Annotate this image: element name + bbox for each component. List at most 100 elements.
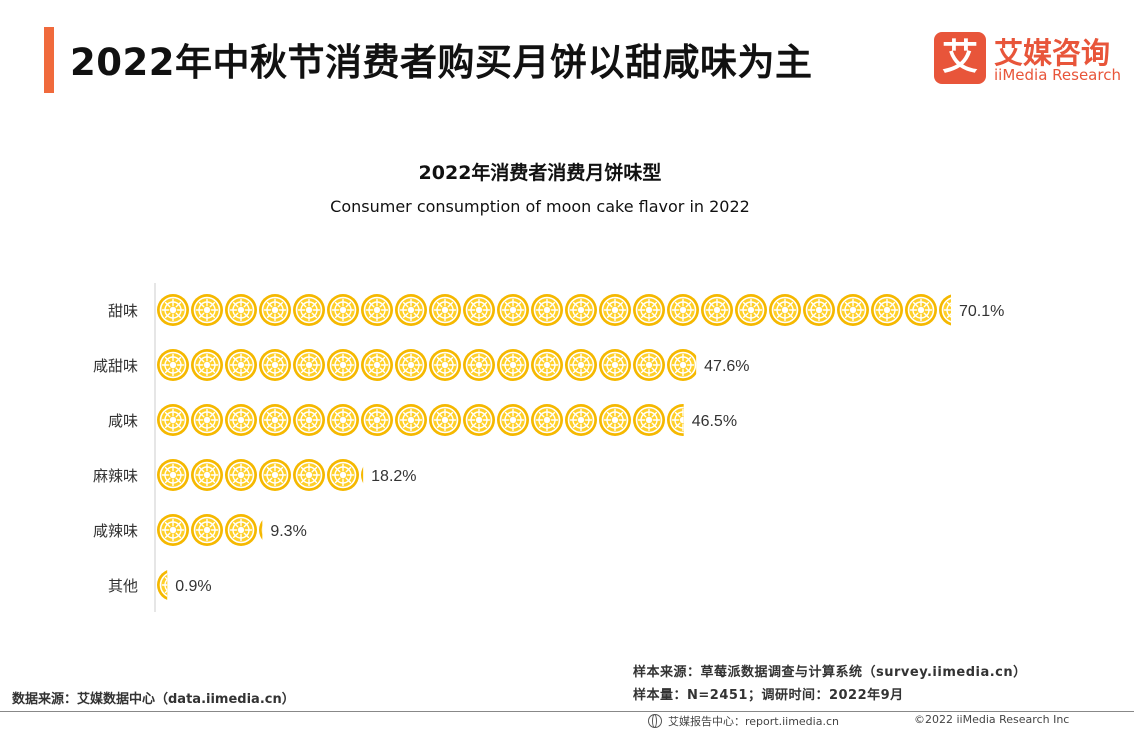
bar-row: 咸辣味 9.3% [93, 513, 307, 547]
bar-row: 麻辣味 18.2% [93, 458, 417, 492]
mooncake-icon [598, 348, 632, 382]
mooncake-icon [428, 293, 462, 327]
mooncake-icon [360, 348, 394, 382]
mooncake-icon [530, 403, 564, 437]
logo-cn-text: 艾媒咨询 [994, 36, 1111, 70]
mooncake-icon [258, 293, 292, 327]
value-label: 9.3% [270, 523, 306, 540]
mooncake-icon [224, 403, 258, 437]
title-accent-bar [44, 27, 54, 93]
value-label: 0.9% [175, 578, 211, 595]
page-title: 2022年中秋节消费者购买月饼以甜咸味为主 [70, 41, 813, 84]
category-label: 咸甜味 [93, 357, 138, 375]
value-label: 70.1% [959, 303, 1004, 320]
mooncake-icon [632, 293, 666, 327]
mooncake-icon [564, 293, 598, 327]
category-label: 咸味 [108, 412, 138, 430]
mooncake-icon [462, 403, 496, 437]
mooncake-icon [292, 403, 326, 437]
mooncake-icon [326, 293, 360, 327]
mooncake-icon [394, 348, 428, 382]
mooncake-icon [530, 348, 564, 382]
value-label: 18.2% [371, 468, 416, 485]
mooncake-icon [292, 458, 326, 492]
bar [157, 293, 951, 327]
logo-en-text: iiMedia Research [994, 66, 1121, 84]
mooncake-icon [428, 403, 462, 437]
mooncake-icon [224, 348, 258, 382]
mooncake-icon [462, 293, 496, 327]
mooncake-icon [224, 293, 258, 327]
mooncake-icon [394, 293, 428, 327]
mooncake-icon [258, 403, 292, 437]
bar [157, 348, 697, 382]
data-source: 数据来源：艾媒数据中心（data.iimedia.cn） [12, 692, 295, 707]
mooncake-icon [632, 403, 666, 437]
mooncake-icon [292, 348, 326, 382]
bar-row: 其他 0.9% [108, 568, 212, 602]
mooncake-icon [394, 403, 428, 437]
mooncake-icon [564, 403, 598, 437]
mooncake-icon [598, 293, 632, 327]
mooncake-icon [326, 348, 360, 382]
mooncake-icon [157, 403, 190, 437]
report-center-text: 艾媒报告中心：report.iimedia.cn [668, 715, 839, 728]
mooncake-icon [360, 403, 394, 437]
mooncake-icon [496, 348, 530, 382]
mooncake-icon [496, 293, 530, 327]
bar-row: 甜味 70.1% [108, 293, 1004, 327]
bar-row: 咸甜味 47.6% [93, 348, 750, 382]
bar-row: 咸味 46.5% [108, 403, 737, 437]
mooncake-icon [530, 293, 564, 327]
chart-subtitle: Consumer consumption of moon cake flavor… [330, 197, 750, 216]
logo-mark: 艾 [934, 32, 986, 84]
mooncake-icon [190, 293, 224, 327]
bar [157, 403, 684, 437]
mooncake-icon [157, 348, 190, 382]
mooncake-icon [598, 403, 632, 437]
iimedia-logo: 艾 艾媒咨询 iiMedia Research [934, 32, 1121, 88]
chart-title: 2022年消费者消费月饼味型 [418, 162, 662, 184]
footer-divider [0, 711, 1134, 712]
mooncake-icon [258, 348, 292, 382]
sample-source: 样本来源：草莓派数据调查与计算系统（survey.iimedia.cn） [633, 665, 1027, 680]
mooncake-icon [768, 293, 802, 327]
value-label: 46.5% [692, 413, 737, 430]
mooncake-icon [496, 403, 530, 437]
category-label: 咸辣味 [93, 522, 138, 540]
mooncake-icon [224, 458, 258, 492]
category-label: 其他 [108, 577, 138, 595]
category-label: 甜味 [108, 302, 138, 320]
mooncake-icon [292, 293, 326, 327]
mooncake-icon [564, 348, 598, 382]
mooncake-icon [734, 293, 768, 327]
category-label: 麻辣味 [93, 467, 138, 485]
value-label: 47.6% [704, 358, 749, 375]
mooncake-icon [190, 348, 224, 382]
mooncake-icon [700, 293, 734, 327]
mooncake-icon [258, 458, 292, 492]
mooncake-icon [666, 293, 700, 327]
mooncake-icon [836, 293, 870, 327]
mooncake-icon [632, 348, 666, 382]
mooncake-icon [190, 403, 224, 437]
mooncake-icon [326, 458, 360, 492]
mooncake-icon [224, 513, 258, 547]
mooncake-icon [666, 348, 697, 382]
mooncake-icon [326, 403, 360, 437]
mooncake-icon [157, 458, 190, 492]
mooncake-icon [190, 458, 224, 492]
report-center-link[interactable]: 艾媒报告中心：report.iimedia.cn [648, 713, 839, 729]
mooncake-icon [870, 293, 904, 327]
mooncake-icon [462, 348, 496, 382]
mooncake-icon [802, 293, 836, 327]
mooncake-icon [190, 513, 224, 547]
mooncake-icon [157, 293, 190, 327]
mooncake-icon [360, 293, 394, 327]
copyright: ©2022 iiMedia Research Inc [914, 713, 1070, 726]
sample-size: 样本量：N=2451；调研时间：2022年9月 [633, 688, 904, 703]
globe-icon [648, 713, 662, 728]
mooncake-icon [157, 513, 190, 547]
mooncake-icon [428, 348, 462, 382]
